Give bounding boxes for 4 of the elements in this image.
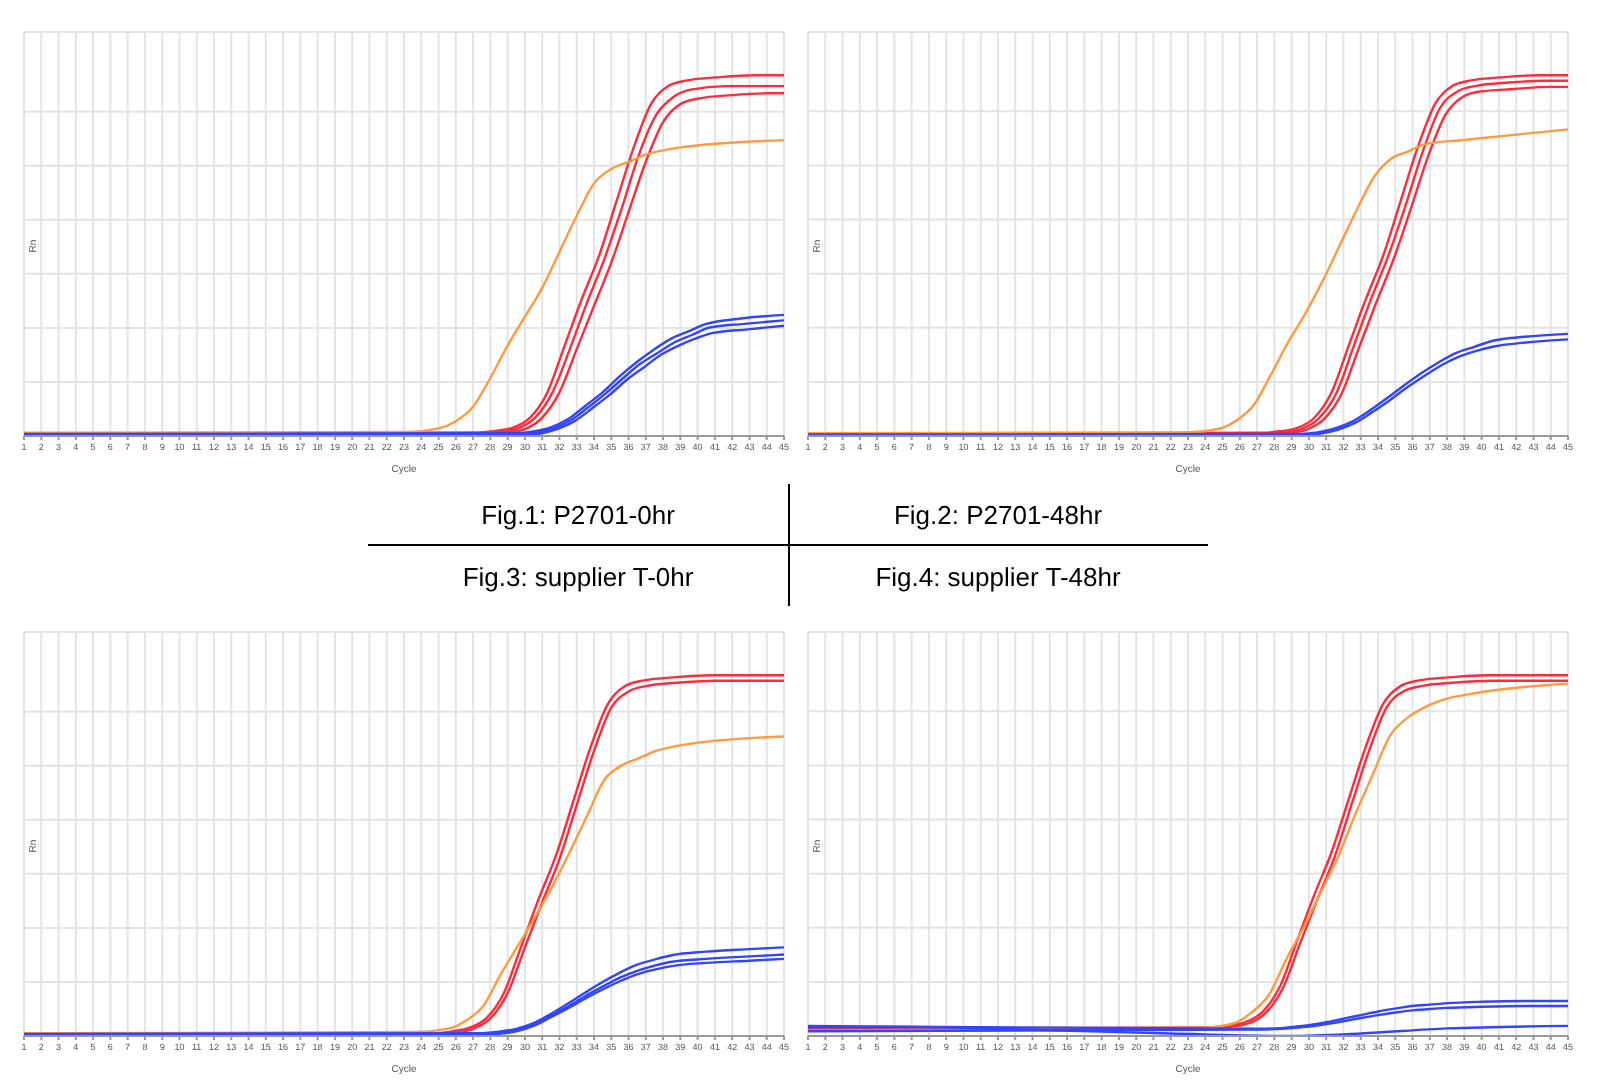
text: Fig.2: P2701-48hr: [788, 484, 1208, 546]
chart-title: Fig.4: supplier T-48hr: [873, 559, 1123, 596]
chart-title: Fig.3: supplier T-0hr: [368, 546, 790, 606]
text: Fig.1: P2701-0hr: [368, 484, 790, 546]
